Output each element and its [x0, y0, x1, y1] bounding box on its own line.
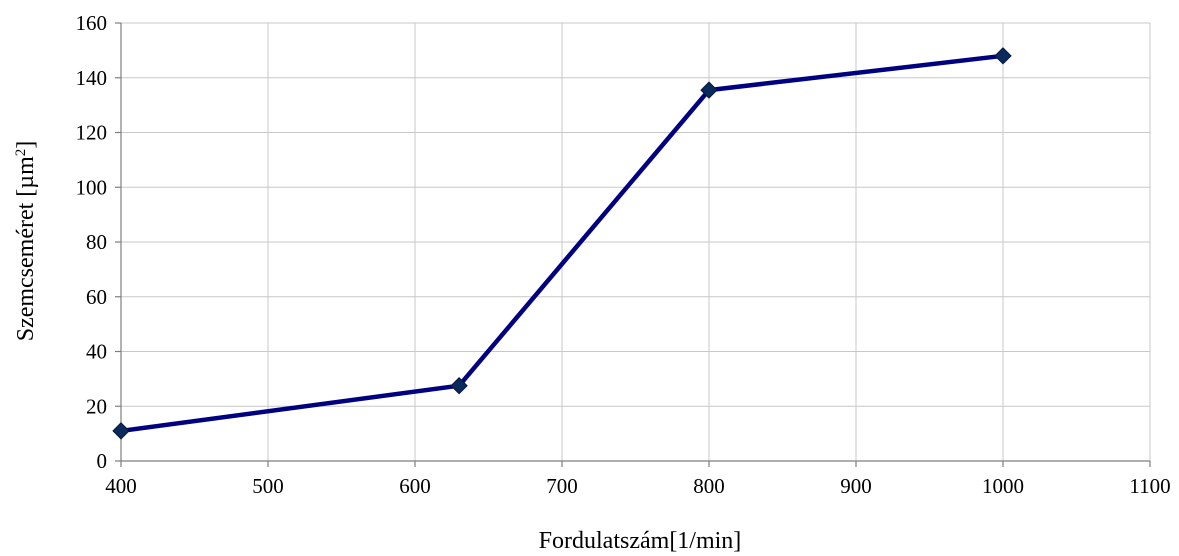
tick-labels: 0 20 40 60 80 100 120 140 160 400 500 600 700 800 900 1… — [76, 11, 1171, 498]
y-tick-label: 40 — [86, 340, 107, 364]
y-tick-label: 60 — [86, 285, 107, 309]
x-tick-label: 400 — [105, 474, 137, 498]
y-axis-title-superscript: 2 — [13, 149, 29, 157]
x-tick-label: 800 — [693, 474, 725, 498]
x-tick-label: 900 — [840, 474, 872, 498]
y-tick-label: 100 — [76, 175, 108, 199]
y-tick-label: 120 — [76, 121, 108, 145]
y-axis-title-end: ] — [13, 141, 39, 149]
y-axis-title-main: Szemcseméret [µm — [13, 156, 39, 341]
y-tick-label: 140 — [76, 66, 108, 90]
x-tick-label: 1100 — [1129, 474, 1170, 498]
data-point-marker — [995, 48, 1011, 64]
data-point-marker — [113, 423, 129, 439]
y-tick-label: 80 — [86, 230, 107, 254]
x-tick-label: 1000 — [982, 474, 1024, 498]
axes — [115, 23, 1150, 467]
y-axis-title: Szemcseméret [µm2] — [13, 141, 39, 342]
y-tick-label: 160 — [76, 11, 108, 35]
x-tick-label: 500 — [252, 474, 284, 498]
y-tick-label: 0 — [97, 449, 108, 473]
grid — [121, 23, 1150, 461]
y-tick-label: 20 — [86, 394, 107, 418]
x-axis-title: Fordulatszám[1/min] — [539, 528, 742, 554]
x-tick-label: 600 — [399, 474, 431, 498]
x-tick-label: 700 — [546, 474, 578, 498]
